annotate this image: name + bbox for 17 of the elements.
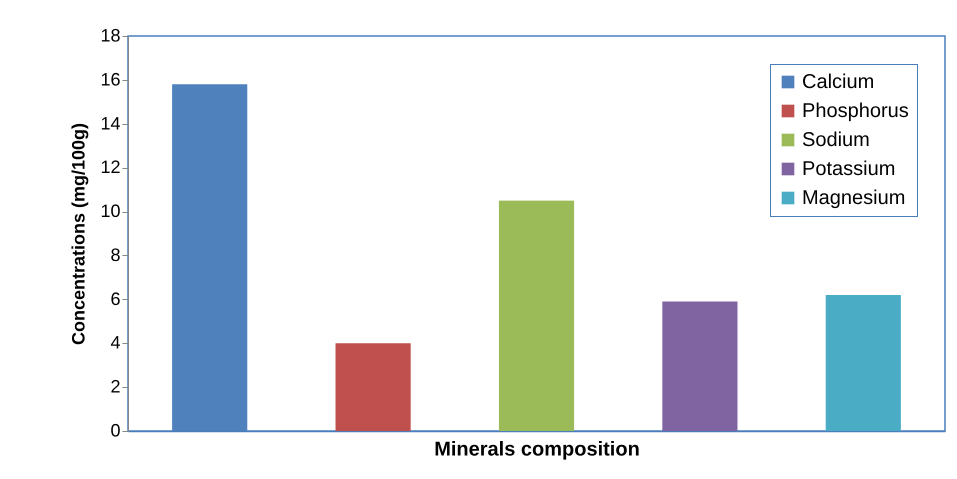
y-tick-label: 12 — [100, 157, 120, 178]
y-tick-label: 16 — [100, 69, 120, 90]
y-axis-title: Concentrations (mg/100g) — [68, 122, 88, 346]
y-tick-label: 0 — [110, 420, 120, 440]
legend-label: Calcium — [802, 71, 874, 93]
y-tick-label: 8 — [110, 244, 120, 265]
y-tick-label: 14 — [100, 113, 120, 134]
legend-label: Phosphorus — [802, 100, 909, 122]
y-tick-label: 10 — [100, 201, 120, 222]
y-tick-label: 6 — [110, 288, 120, 309]
legend-label: Potassium — [802, 158, 896, 180]
y-tick-label: 4 — [110, 332, 120, 353]
x-axis-title: Minerals composition — [434, 438, 640, 460]
legend-label: Magnesium — [802, 187, 906, 209]
legend-label: Sodium — [802, 129, 870, 151]
y-tick-label: 2 — [110, 376, 120, 397]
y-tick-label: 18 — [100, 26, 120, 46]
